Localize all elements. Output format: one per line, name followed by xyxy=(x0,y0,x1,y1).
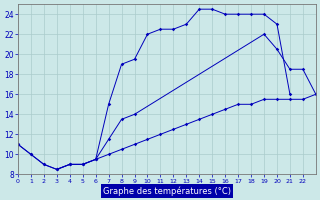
X-axis label: Graphe des températures (°C): Graphe des températures (°C) xyxy=(103,186,231,196)
